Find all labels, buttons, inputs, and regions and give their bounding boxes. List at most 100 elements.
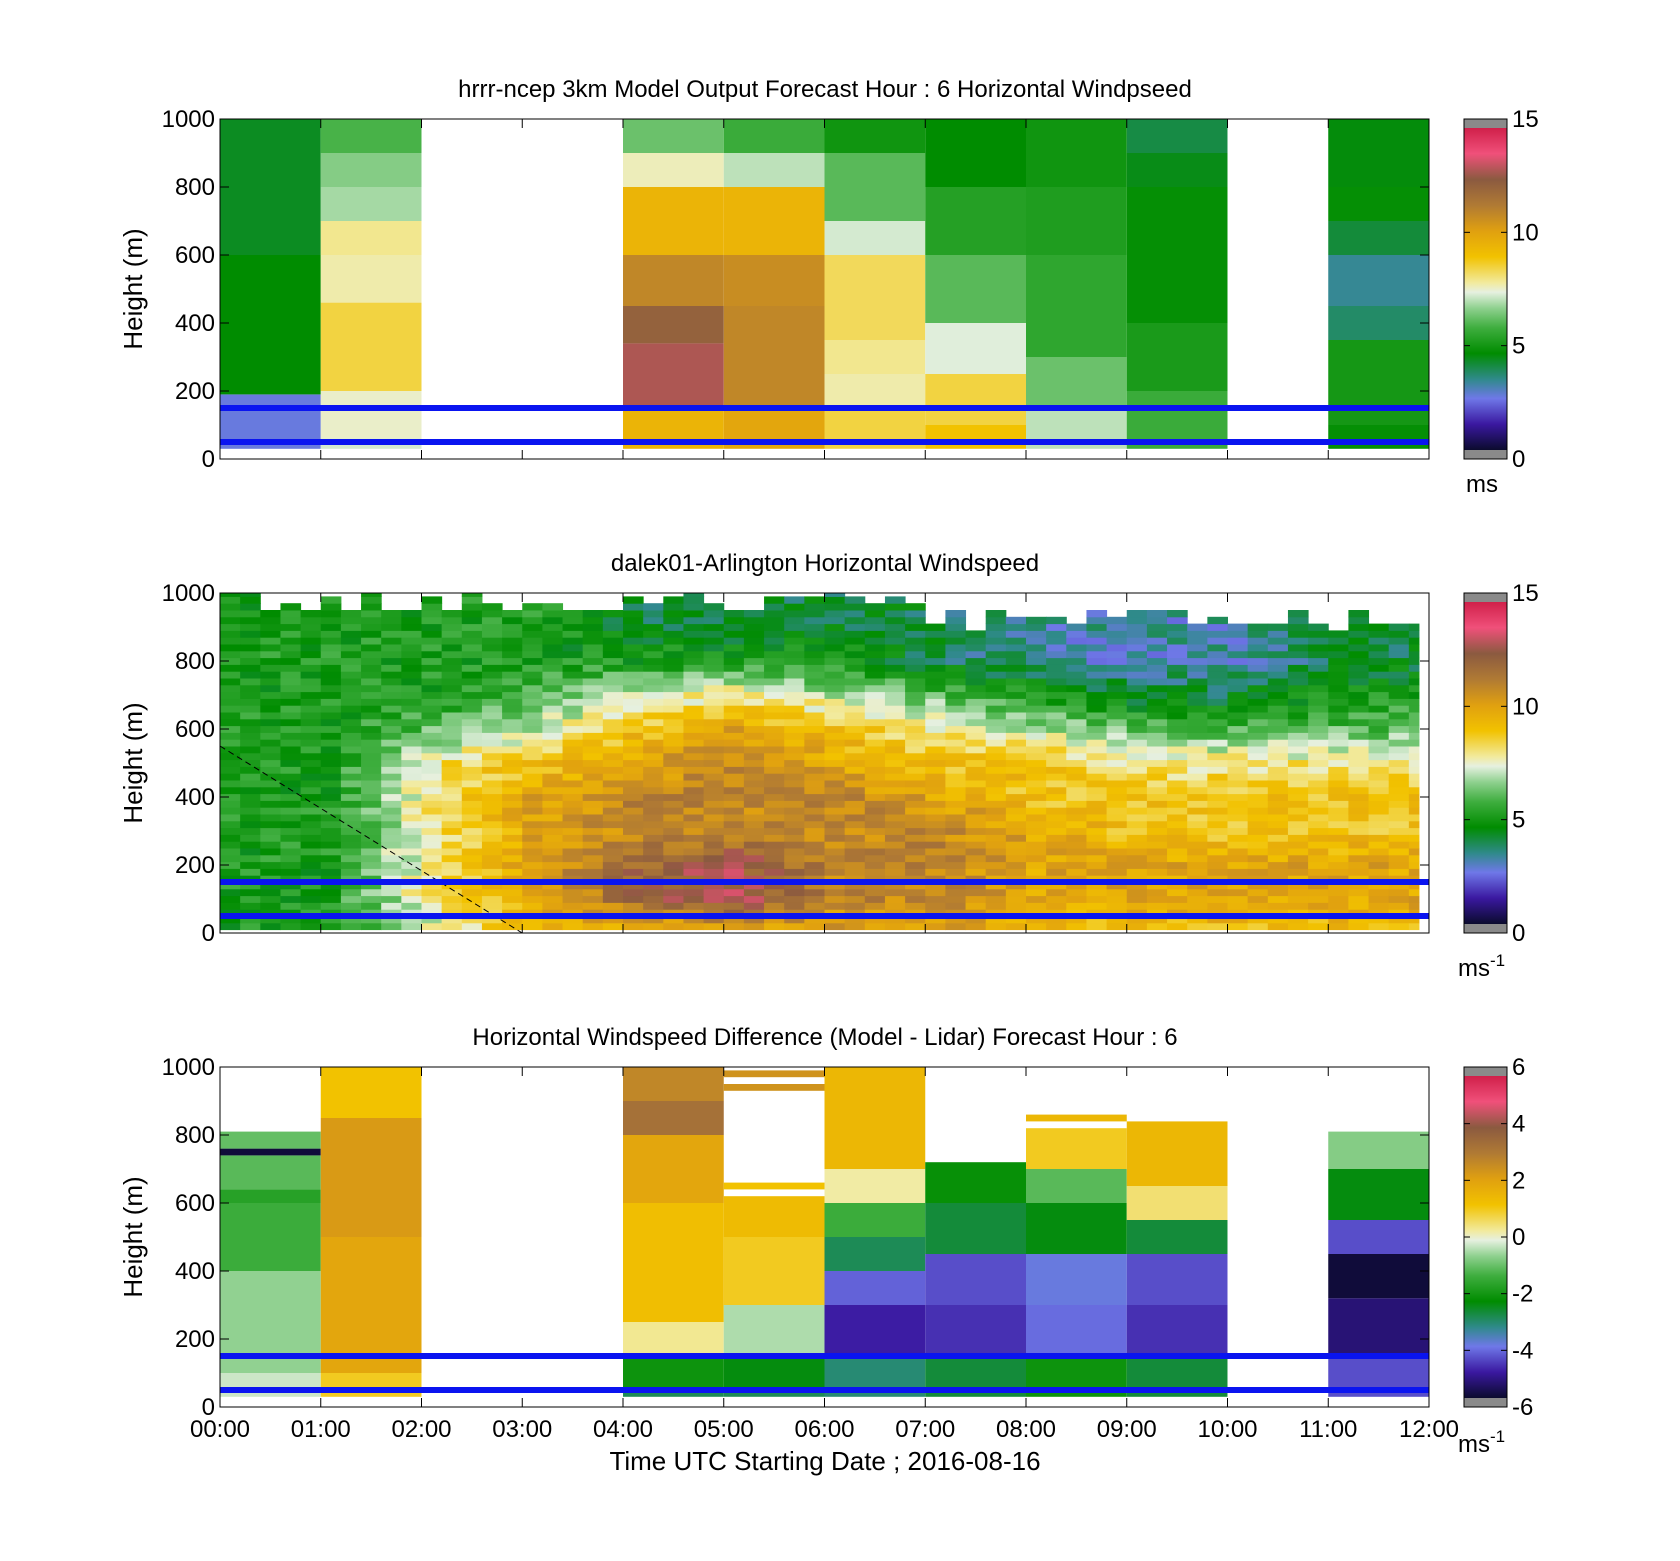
heatmap-cell xyxy=(481,623,503,631)
heatmap-cell xyxy=(340,834,362,842)
heatmap-cell xyxy=(1207,678,1228,686)
heatmap-cell xyxy=(1388,705,1410,713)
heatmap-cell xyxy=(743,916,765,924)
heatmap-cell xyxy=(220,875,241,883)
heatmap-cell xyxy=(461,780,483,788)
heatmap-cell xyxy=(824,671,846,679)
heatmap-cell xyxy=(1207,684,1228,693)
heatmap-cell xyxy=(1328,340,1429,425)
heatmap-cell xyxy=(461,630,483,638)
heatmap-cell xyxy=(643,644,664,652)
heatmap-cell xyxy=(441,780,463,788)
heatmap-cell xyxy=(1106,637,1128,645)
y-tick-label: 0 xyxy=(202,920,215,947)
heatmap-cell xyxy=(320,1118,422,1237)
heatmap-cell xyxy=(663,644,684,652)
heatmap-cell xyxy=(1247,650,1269,659)
heatmap-cell xyxy=(1247,916,1269,924)
heatmap-cell xyxy=(884,603,906,611)
heatmap-cell xyxy=(925,725,946,733)
heatmap-cell xyxy=(925,698,946,706)
heatmap-cell xyxy=(220,882,241,890)
heatmap-cell xyxy=(683,732,705,740)
heatmap-cell xyxy=(240,848,261,856)
heatmap-cell xyxy=(1026,1114,1127,1122)
heatmap-cell xyxy=(1005,902,1027,910)
heatmap-cell xyxy=(1287,814,1309,822)
heatmap-cell xyxy=(1408,773,1420,781)
heatmap-cell xyxy=(1046,922,1067,931)
colorbar-tick-label: 10 xyxy=(1512,219,1539,246)
heatmap-cell xyxy=(945,800,967,808)
heatmap-cell xyxy=(401,644,422,652)
heatmap-cell xyxy=(1106,684,1128,693)
heatmap-cell xyxy=(925,916,946,924)
heatmap-cell xyxy=(381,922,402,931)
heatmap-cell xyxy=(1227,691,1249,699)
heatmap-cell xyxy=(1227,780,1249,788)
heatmap-cell xyxy=(401,684,422,693)
heatmap-cell xyxy=(1086,718,1108,727)
heatmap-cell xyxy=(1287,610,1309,618)
heatmap-cell xyxy=(582,671,604,679)
heatmap-cell xyxy=(1388,916,1410,924)
heatmap-cell xyxy=(441,854,463,863)
heatmap-cell xyxy=(1348,780,1370,788)
heatmap-cell xyxy=(240,882,261,890)
heatmap-cell xyxy=(1026,814,1047,822)
heatmap-cell xyxy=(481,684,503,693)
heatmap-cell xyxy=(884,718,906,727)
heatmap-cell xyxy=(884,657,906,665)
heatmap-cell xyxy=(1408,684,1420,693)
heatmap-cell xyxy=(1187,868,1208,876)
heatmap-cell xyxy=(1267,820,1289,829)
heatmap-cell xyxy=(1187,746,1208,754)
heatmap-cell xyxy=(703,800,725,808)
heatmap-cell xyxy=(481,691,503,699)
heatmap-cell xyxy=(945,909,967,917)
heatmap-cell xyxy=(623,678,644,686)
heatmap-cell xyxy=(764,922,785,931)
colorbar-2-over-cap xyxy=(1464,593,1507,602)
heatmap-cell xyxy=(340,650,362,659)
x-tick-label: 09:00 xyxy=(1097,1416,1157,1443)
heatmap-cell xyxy=(965,909,987,917)
heatmap-cell xyxy=(864,691,886,699)
heatmap-cell xyxy=(421,678,443,686)
y-tick-label: 600 xyxy=(175,242,215,269)
heatmap-cell xyxy=(1146,630,1168,638)
heatmap-cell xyxy=(1005,786,1027,795)
heatmap-cell xyxy=(824,800,846,808)
panel-3-ylabel: Height (m) xyxy=(118,1176,148,1297)
heatmap-cell xyxy=(925,1162,1026,1203)
heatmap-cell xyxy=(683,657,705,665)
heatmap-cell xyxy=(965,780,987,788)
heatmap-cell xyxy=(562,814,584,822)
heatmap-cell xyxy=(300,882,322,890)
y-tick-label: 400 xyxy=(175,310,215,337)
heatmap-cell xyxy=(905,610,926,618)
heatmap-cell xyxy=(260,678,281,686)
heatmap-cell xyxy=(542,657,564,665)
heatmap-cell xyxy=(884,623,906,631)
heatmap-cell xyxy=(240,814,261,822)
heatmap-cell xyxy=(1408,780,1420,788)
panel-1-x-ticks xyxy=(219,119,1430,459)
heatmap-cell xyxy=(643,650,664,659)
heatmap-cell xyxy=(824,861,846,869)
heatmap-cell xyxy=(965,895,987,903)
heatmap-cell xyxy=(320,773,342,781)
heatmap-cell xyxy=(784,834,805,842)
heatmap-cell xyxy=(985,637,1007,645)
heatmap-cell xyxy=(562,759,584,767)
heatmap-cell xyxy=(240,705,261,713)
heatmap-cell xyxy=(602,868,624,876)
colorbar-2-unit: ms-1 xyxy=(1458,951,1505,982)
heatmap-cell xyxy=(925,752,946,761)
heatmap-cell xyxy=(703,861,725,869)
heatmap-cell xyxy=(300,752,322,761)
heatmap-cell xyxy=(643,834,664,842)
heatmap-cell xyxy=(562,882,584,890)
heatmap-cell xyxy=(502,902,523,910)
heatmap-cell xyxy=(643,875,664,883)
